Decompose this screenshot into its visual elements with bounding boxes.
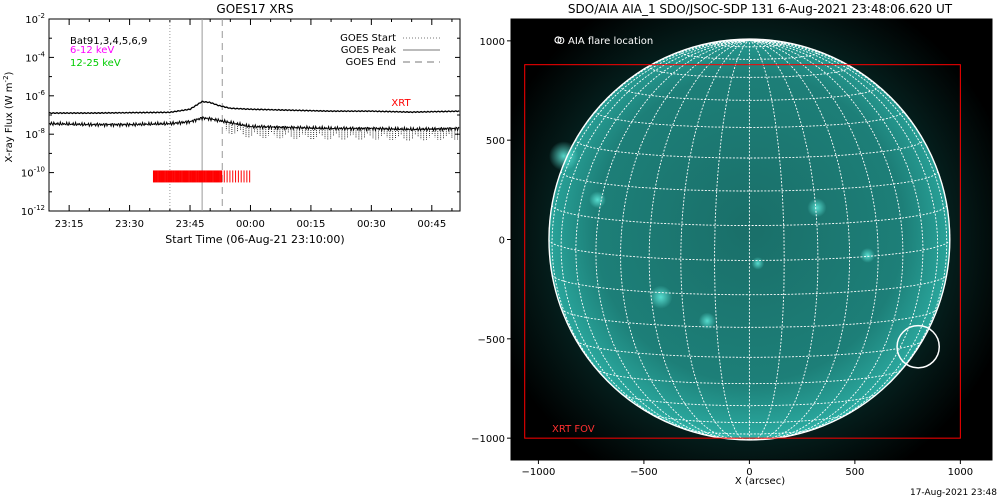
grid-latitude-line: [595, 110, 904, 128]
goes-x-ticks: 23:15 23:30 23:45 00:00 00:15 00:30 00:45: [48, 19, 453, 230]
active-region-brightening: [548, 141, 579, 171]
x-tick-label: 23:45: [176, 219, 205, 230]
active-region-brightening: [751, 257, 765, 270]
grid-latitude-line: [684, 428, 815, 435]
y-tick-label: 10-10: [21, 166, 45, 180]
aia-y-tick-label: −500: [478, 335, 505, 346]
y-tick-base: 10: [25, 92, 38, 103]
flare-legend-icon: [554, 36, 562, 44]
series-12-25-kev-noise: [225, 121, 458, 141]
legend-series-12-25: 12-25 keV: [70, 58, 121, 69]
legend-goes-end: GOES End: [346, 57, 396, 68]
grid-latitude-line: [648, 64, 851, 78]
y-tick-exponent: -4: [38, 50, 46, 58]
grid-longitude-line: [749, 39, 939, 432]
aia-image-title: SDO/AIA AIA_1 SDO/JSOC-SDP 131 6-Aug-202…: [568, 2, 953, 16]
y-tick-exponent: -8: [38, 127, 45, 135]
active-region-brightening: [698, 312, 716, 330]
x-tick-label: 00:15: [296, 219, 325, 230]
x-tick-label: 23:15: [55, 219, 84, 230]
grid-longitude-line: [749, 39, 879, 440]
legend-goes-start: GOES Start: [340, 33, 396, 44]
active-region-brightening: [589, 191, 606, 209]
xrt-label: XRT: [391, 98, 411, 109]
aia-y-tick-label: 0: [499, 236, 505, 247]
aia-y-tick-label: 1000: [480, 37, 505, 48]
aia-x-tick-label: 500: [845, 467, 864, 478]
x-tick-label: 00:45: [417, 219, 446, 230]
grid-latitude-line: [621, 393, 877, 407]
aia-x-axis-label: X (arcsec): [735, 476, 785, 487]
goes-channel-label: Bat91,3,4,5,6,9: [70, 36, 147, 47]
aia-x-tick-label: 0: [746, 467, 752, 478]
xrt-coverage-bars: [152, 170, 251, 183]
series-6-12-kev-line: [48, 100, 460, 115]
y-tick-exponent: -12: [34, 204, 45, 212]
footer-timestamp: 17-Aug-2021 23:48: [910, 488, 997, 498]
goes-x-axis-label: Start Time (06-Aug-21 23:10:00): [165, 233, 344, 246]
grid-latitude-line: [620, 85, 879, 101]
y-tick-label: 10-4: [25, 50, 45, 64]
grid-longitude-line: [749, 39, 851, 440]
grid-latitude-line: [651, 413, 848, 424]
aia-image-panel: SDO/AIA AIA_1 SDO/JSOC-SDP 131 6-Aug-202…: [471, 2, 997, 498]
active-region-brightening: [649, 285, 673, 309]
x-tick-label: 00:00: [236, 219, 265, 230]
grid-longitude-line: [648, 39, 750, 440]
aia-y-tick-label: −1000: [471, 434, 505, 445]
y-tick-base: 10: [21, 207, 34, 218]
y-tick-base: 10: [25, 53, 38, 64]
aia-x-tick-label: −1000: [522, 467, 556, 478]
grid-longitude-line: [714, 39, 750, 441]
aia-x-tick-label: −500: [630, 467, 657, 478]
y-tick-label: 10-2: [25, 12, 45, 26]
xrt-fov-box: [524, 64, 961, 439]
y-tick-label: 10-6: [25, 89, 45, 103]
grid-longitude-line: [560, 39, 750, 432]
grid-longitude-line: [749, 39, 819, 440]
y-tick-base: 10: [25, 15, 38, 26]
legend-series-6-12: 6-12 keV: [70, 45, 114, 56]
xrt-fov-label: XRT FOV: [552, 424, 595, 435]
grid-longitude-line: [749, 39, 948, 409]
grid-longitude-line: [749, 39, 924, 438]
y-tick-label: 10-12: [21, 204, 45, 218]
flare-legend: O AIA flare location: [554, 36, 653, 47]
flare-location-circle: [896, 324, 941, 369]
y-tick-exponent: -2: [38, 12, 45, 20]
grid-longitude-line: [650, 39, 750, 66]
grid-latitude-line: [560, 171, 939, 192]
y-tick-base: 10: [25, 130, 38, 141]
x-tick-label: 23:30: [115, 219, 144, 230]
grid-longitude-line: [749, 39, 785, 441]
aia-x-tick-label: 1000: [948, 467, 973, 478]
goes-series: [48, 100, 460, 141]
heliographic-grid: [548, 38, 951, 441]
goes-event-legend: GOES Start GOES Peak GOES End: [340, 33, 440, 68]
grid-latitude-line: [576, 340, 923, 358]
grid-longitude-line: [680, 39, 750, 440]
goes-y-axis-label: X-ray Flux (W m-2): [2, 71, 15, 162]
grid-longitude-line: [620, 39, 750, 440]
y-tick-base: 10: [21, 169, 34, 180]
y-tick-exponent: -10: [34, 166, 45, 174]
grid-longitude-line: [595, 39, 750, 438]
flare-legend-label: O AIA flare location: [557, 36, 653, 47]
goes-chart-title: GOES17 XRS: [216, 2, 293, 16]
grid-longitude-line: [749, 39, 904, 438]
solar-limb: [548, 38, 951, 441]
y-tick-exponent: -6: [38, 89, 46, 97]
aia-y-tick-label: 500: [486, 136, 505, 147]
active-region-brightening: [860, 248, 875, 263]
active-region-brightening: [807, 198, 827, 218]
y-tick-label: 10-8: [25, 127, 45, 141]
aia-axis-ticks: −1000 −500 0 500 1000 −1000 −500 0 500 1000: [471, 37, 973, 478]
grid-longitude-line: [551, 39, 750, 409]
grid-longitude-line: [575, 39, 750, 438]
x-tick-label: 00:30: [357, 219, 386, 230]
legend-goes-peak: GOES Peak: [341, 45, 396, 56]
